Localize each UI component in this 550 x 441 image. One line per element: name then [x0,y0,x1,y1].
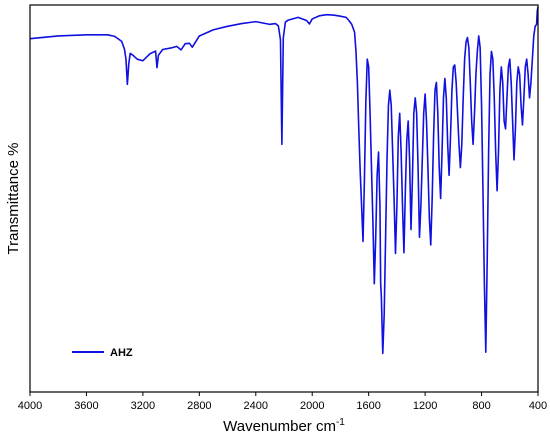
y-axis-title: Transmittance % [5,143,22,255]
x-tick-label: 400 [529,400,547,412]
x-tick-label: 2800 [187,400,211,412]
plot-frame [29,4,539,393]
x-axis-ticks [29,392,539,396]
x-tick-label: 1200 [413,400,437,412]
x-tick-label: 3200 [131,400,155,412]
series-line-ahz [29,6,539,355]
x-tick-label: 2000 [300,400,324,412]
x-tick-label: 2400 [244,400,268,412]
x-tick-label: 3600 [74,400,98,412]
series-layer [29,6,539,355]
legend-label: AHZ [110,347,133,359]
x-axis-title-superscript: -1 [336,417,345,428]
x-tick-label: 800 [472,400,490,412]
x-axis-title-text: Wavenumber cm [223,418,336,435]
x-tick-label: 1600 [356,400,380,412]
x-tick-label: 4000 [18,400,42,412]
x-axis-tick-labels: 4000 3600 3200 2800 2400 2000 1600 1200 800 400 [18,400,547,412]
legend: AHZ [72,347,133,359]
x-axis-title: Wavenumber cm-1 [223,417,345,435]
